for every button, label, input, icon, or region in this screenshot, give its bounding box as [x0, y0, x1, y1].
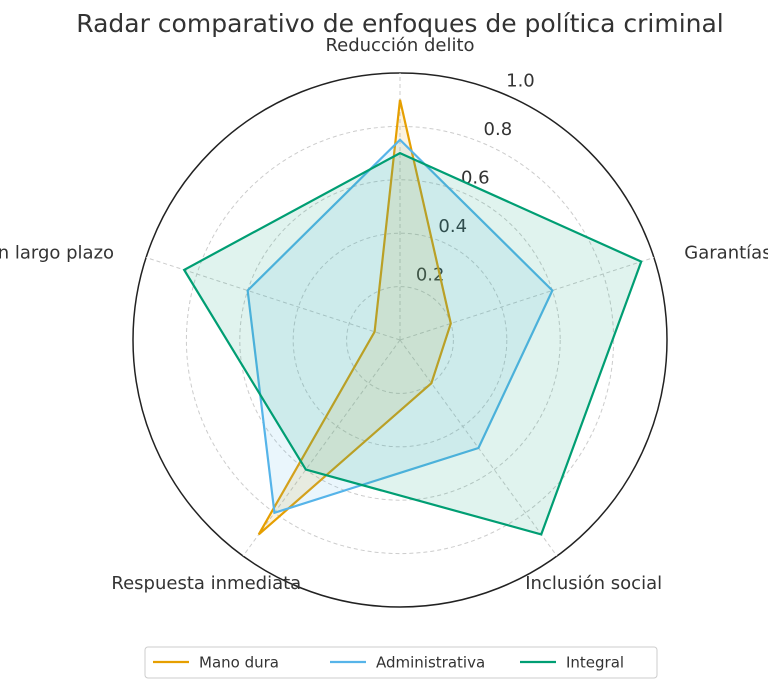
category-label: Inclusión social [525, 573, 662, 594]
r-tick-label: 0.8 [484, 119, 513, 140]
grid-circle [346, 286, 454, 394]
series-area [184, 153, 642, 535]
series-line [257, 99, 452, 536]
r-tick-label: 0.4 [438, 216, 467, 237]
category-label: Prevención largo plazo [0, 242, 114, 263]
spoke [399, 257, 655, 341]
r-tick-label: 0.2 [416, 264, 445, 285]
spoke [145, 257, 401, 341]
series-area [258, 99, 451, 535]
category-label: Garantías [684, 242, 768, 263]
legend-label: Administrativa [376, 654, 485, 672]
r-tick-label: 1.0 [506, 71, 535, 92]
series-line [182, 151, 643, 536]
category-label: Reducción delito [325, 35, 474, 56]
spoke [242, 339, 401, 557]
chart-title: Radar comparativo de enfoques de polític… [76, 9, 724, 38]
category-label: Respuesta inmediata [111, 573, 301, 594]
series-line [246, 138, 554, 515]
grid-circle [292, 232, 508, 448]
legend-label: Integral [566, 654, 624, 672]
legend: Mano dura Administrativa Integral [144, 646, 658, 679]
legend-box [144, 646, 658, 679]
legend-label: Mano dura [199, 654, 279, 672]
series-area [247, 139, 553, 513]
grid-circle [239, 179, 561, 501]
